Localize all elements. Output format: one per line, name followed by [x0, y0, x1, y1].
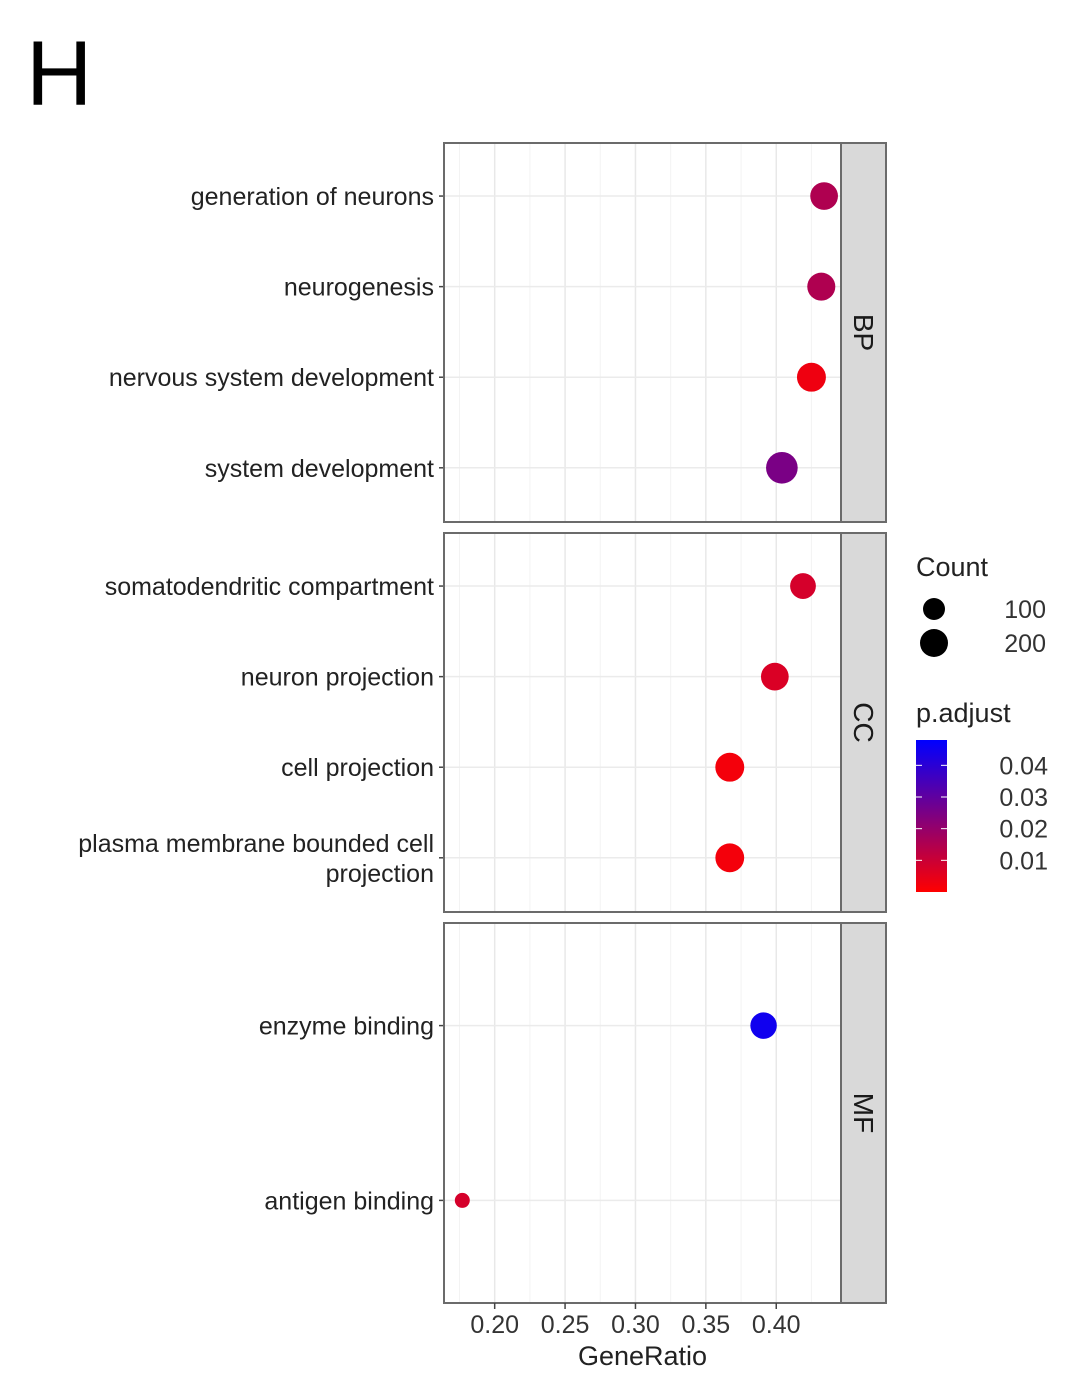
colorbar-label: 0.03 [999, 784, 1048, 812]
y-tick-label-line: plasma membrane bounded cell [78, 830, 434, 858]
y-tick-label: plasma membrane bounded cell projection [78, 830, 434, 888]
y-tick-label: neuron projection [241, 664, 434, 692]
y-tick-label: neurogenesis [284, 274, 434, 302]
data-point [810, 182, 838, 210]
y-tick-label: cell projection [281, 754, 434, 782]
size-legend-key [923, 598, 945, 620]
size-legend-title: Count [916, 552, 989, 582]
data-point [790, 573, 816, 599]
y-tick-label: antigen binding [264, 1187, 434, 1215]
size-legend-label: 100 [1004, 596, 1046, 624]
colorbar-label: 0.01 [999, 847, 1048, 875]
data-point [454, 1192, 470, 1208]
x-tick-label: 0.40 [752, 1311, 801, 1339]
panel-background [444, 923, 841, 1303]
facet-strip [840, 532, 887, 913]
facet-panel-cc: somatodendritic compartment neuron projec… [78, 532, 887, 913]
y-tick-label: enzyme binding [259, 1013, 434, 1041]
colorbar-label: 0.02 [999, 816, 1048, 844]
colorbar [916, 740, 947, 892]
data-point [760, 662, 789, 691]
x-tick-label: 0.35 [682, 1311, 731, 1339]
facet-strip-label: CC [848, 702, 879, 742]
color-legend-title: p.adjust [916, 698, 1011, 728]
panel-letter: H [26, 23, 93, 125]
size-legend-key [920, 629, 948, 657]
y-tick-label: system development [205, 455, 434, 483]
x-tick-label: 0.20 [470, 1311, 519, 1339]
y-tick-label: generation of neurons [191, 183, 434, 211]
y-tick-label-line: projection [326, 860, 434, 888]
facet-strip [840, 922, 887, 1304]
data-point [796, 362, 826, 392]
x-tick-label: 0.30 [611, 1311, 660, 1339]
facet-panel-bp: generation of neurons neurogenesis nervous… [109, 142, 887, 523]
facet-strip-label: MF [848, 1093, 879, 1133]
y-tick-label: nervous system development [109, 364, 434, 392]
facet-strip-label: BP [848, 314, 879, 351]
colorbar-label: 0.04 [999, 752, 1048, 780]
data-point [750, 1012, 777, 1039]
data-point [715, 752, 745, 782]
data-point [766, 451, 798, 484]
y-tick-label: somatodendritic compartment [105, 573, 434, 601]
panel-background [444, 533, 841, 912]
facet-strip [840, 142, 887, 523]
data-point [715, 843, 745, 873]
facet-panel-mf: enzyme binding antigen binding MF [259, 922, 887, 1304]
data-point [807, 272, 836, 301]
x-tick-label: 0.25 [541, 1311, 590, 1339]
size-legend-label: 200 [1004, 630, 1046, 658]
x-axis-title: GeneRatio [578, 1341, 707, 1371]
